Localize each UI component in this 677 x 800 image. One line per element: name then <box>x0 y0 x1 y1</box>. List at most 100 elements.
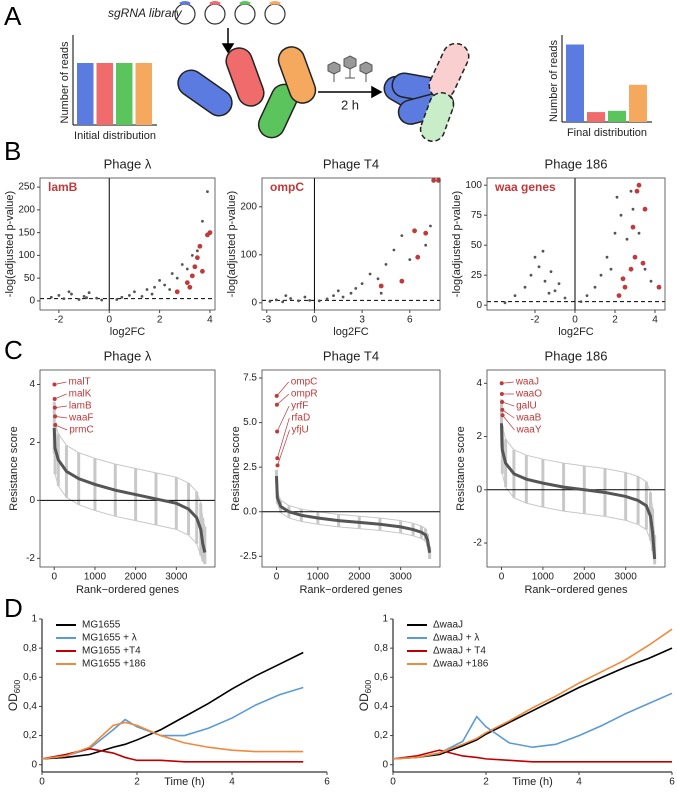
plot-frame <box>486 369 666 568</box>
point <box>593 285 597 289</box>
spread-edge <box>275 469 431 547</box>
highlight-point <box>52 382 57 387</box>
point <box>579 300 583 303</box>
x-tick-label: 2000 <box>348 572 371 583</box>
x-tick-label: 1000 <box>532 572 555 583</box>
gene-label: ompC <box>291 377 318 388</box>
growth-curve <box>392 692 673 760</box>
growth-curve <box>392 647 673 760</box>
point <box>537 265 541 269</box>
x-tick-label: 2 <box>134 777 140 788</box>
x-tick-label: 2 <box>483 777 489 788</box>
point <box>120 295 124 299</box>
panel-letter: C <box>4 335 23 365</box>
point <box>133 290 136 294</box>
point <box>201 219 204 223</box>
y-tick-label: 2 <box>476 431 482 442</box>
point <box>503 301 507 305</box>
point <box>656 284 662 290</box>
y-axis-label: Number of reads <box>59 41 71 123</box>
y-tick-label: 1 <box>382 614 388 625</box>
y-tick-label: 0,8 <box>23 643 37 654</box>
gene-label: yfjU <box>292 425 309 436</box>
highlight-point <box>53 414 58 419</box>
y-axis-label-sub: 600 <box>13 679 22 693</box>
leader <box>55 424 68 431</box>
point <box>85 296 88 300</box>
point <box>67 290 71 294</box>
point <box>180 263 184 266</box>
chart-title: Phage λ <box>104 348 152 363</box>
x-tick-label: 3000 <box>615 572 638 583</box>
point <box>354 287 358 290</box>
x-tick-label: 3 <box>359 315 365 326</box>
point <box>57 294 61 297</box>
gene-label: galU <box>516 401 537 412</box>
y-tick-label: 0,2 <box>23 730 37 741</box>
y-tick-label: 0 <box>29 296 35 307</box>
point <box>192 264 198 270</box>
x-tick-label: 3000 <box>390 572 413 583</box>
point <box>168 288 172 291</box>
point <box>619 213 623 217</box>
bacteria-after <box>383 42 470 142</box>
spread-edge <box>500 447 656 565</box>
y-tick-label: 100 <box>18 250 35 261</box>
phage-icon <box>327 55 373 82</box>
legend-label: ΔwaaJ + T4 <box>433 646 486 657</box>
x-tick-label: 2000 <box>125 572 148 583</box>
point <box>175 276 179 280</box>
point <box>317 299 321 303</box>
x-tick-label: 4 <box>576 777 582 788</box>
x-tick-label: -2 <box>54 315 63 326</box>
y-tick-label: 0 <box>29 495 35 506</box>
point <box>631 207 635 211</box>
point <box>206 190 209 194</box>
x-axis-label: Time (h) <box>164 776 205 788</box>
y-tick-label: 200 <box>18 205 35 216</box>
point <box>643 267 647 271</box>
x-tick-label: 0 <box>39 777 45 788</box>
x-tick-label: 1000 <box>307 572 330 583</box>
point <box>197 243 203 249</box>
x-tick-label: 4 <box>229 777 235 788</box>
chart-title: Phage 186 <box>545 348 608 363</box>
x-tick-label: 6 <box>324 777 330 788</box>
arrow-down <box>221 28 235 54</box>
highlight-point <box>274 402 279 407</box>
point <box>70 292 73 296</box>
arrow-right <box>318 85 383 99</box>
x-tick-label: 6 <box>669 777 675 788</box>
y-tick-label: 4 <box>476 378 482 389</box>
time-label: 2 h <box>341 97 359 112</box>
rank-curve <box>274 476 432 553</box>
bar <box>629 84 647 122</box>
gene-label: ompR <box>291 389 318 400</box>
leader <box>54 381 67 385</box>
highlight-point <box>500 413 505 418</box>
plot-frame <box>261 177 441 311</box>
point <box>634 188 640 194</box>
point <box>609 267 613 271</box>
y-axis-label: -log(adjusted p-value) <box>451 191 463 297</box>
leader <box>54 405 67 409</box>
growth-curve <box>392 628 673 760</box>
leader <box>276 405 290 432</box>
point <box>336 289 340 293</box>
y-tick-label: 0 <box>382 759 388 770</box>
point <box>529 273 533 277</box>
y-tick-label: 0 <box>476 484 482 495</box>
point <box>174 289 180 295</box>
y-tick-label: 0.0 <box>243 506 257 517</box>
point <box>412 228 417 234</box>
y-tick-label: 0,4 <box>23 701 37 712</box>
rank-curve <box>52 427 207 553</box>
bacteria-before <box>177 46 317 139</box>
point <box>303 295 307 299</box>
point <box>622 284 628 290</box>
point <box>194 255 200 261</box>
point <box>62 297 66 301</box>
plot-frame <box>39 177 216 311</box>
point <box>378 283 384 289</box>
